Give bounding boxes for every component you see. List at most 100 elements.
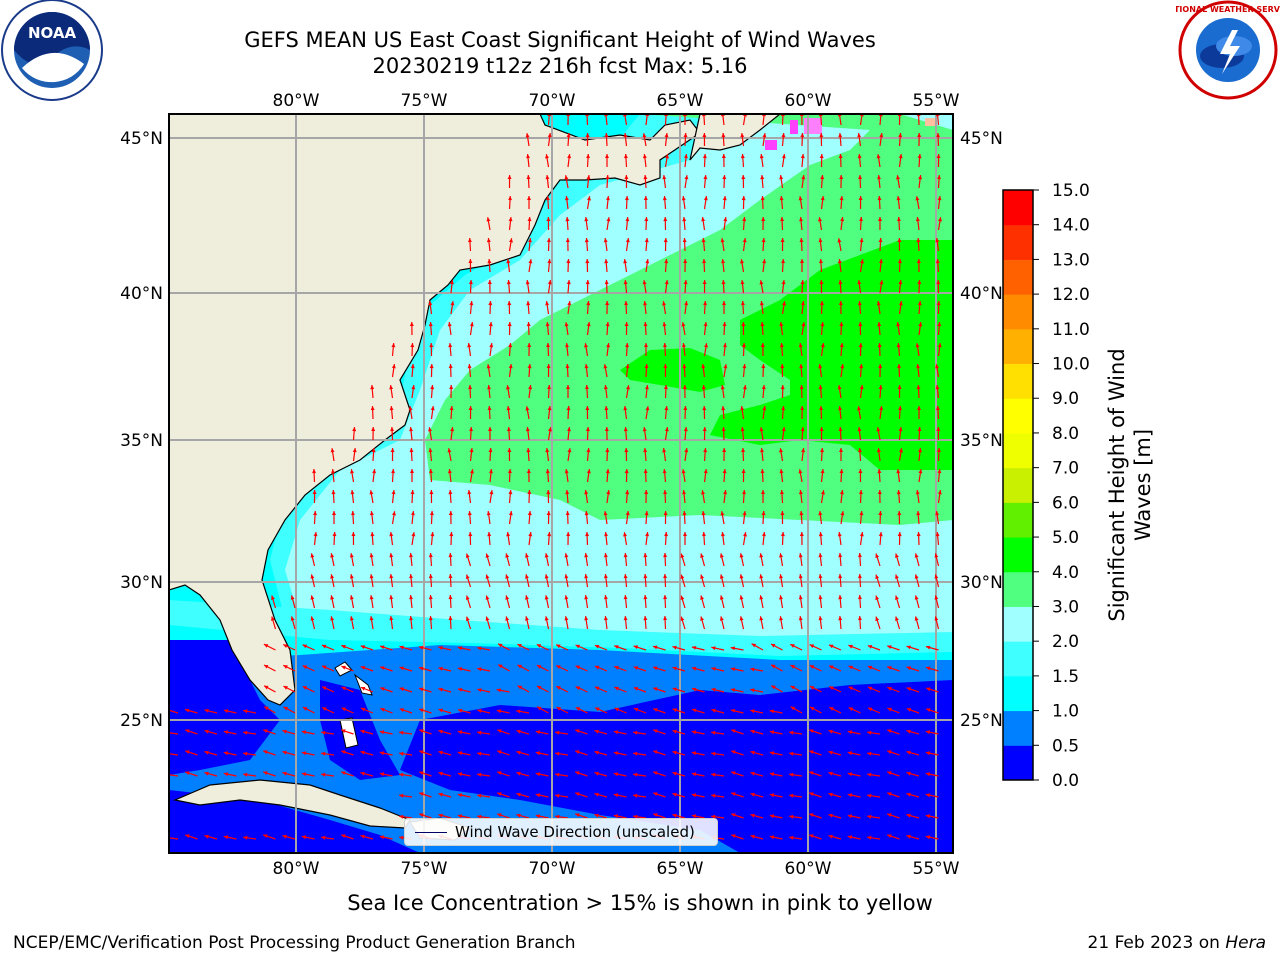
wave-arrow-head bbox=[409, 595, 413, 600]
wave-arrow-head bbox=[858, 553, 862, 558]
wave-arrow-head bbox=[876, 154, 881, 159]
wave-arrow-head bbox=[878, 238, 883, 243]
wave-arrow-head bbox=[847, 751, 853, 756]
wave-arrow-head bbox=[740, 133, 745, 138]
wave-arrow-head bbox=[555, 730, 560, 735]
wave-arrow-head bbox=[438, 646, 443, 650]
wave-arrow-head bbox=[789, 793, 794, 798]
wave-arrow-head bbox=[625, 364, 630, 369]
wave-arrow-head bbox=[349, 595, 354, 600]
wave-arrow-head bbox=[684, 175, 689, 180]
wave-arrow-head bbox=[282, 771, 287, 776]
wave-arrow-head bbox=[537, 686, 542, 690]
wave-arrow-head bbox=[477, 688, 482, 693]
wave-arrow-head bbox=[546, 364, 551, 368]
wave-arrow-head bbox=[536, 665, 542, 669]
wave-arrow-head bbox=[485, 595, 490, 600]
wave-arrow-head bbox=[877, 343, 882, 348]
wave-arrow-head bbox=[643, 469, 648, 474]
wave-arrow-head bbox=[829, 686, 834, 690]
wave-arrow-head bbox=[887, 750, 892, 754]
wave-arrow-head bbox=[896, 343, 901, 348]
colorbar-segment bbox=[1003, 328, 1033, 365]
wave-arrow-head bbox=[399, 708, 405, 712]
wave-arrow-head bbox=[332, 511, 336, 515]
colorbar-tick-label: 3.0 bbox=[1052, 597, 1079, 617]
wave-arrow-head bbox=[918, 175, 923, 180]
wave-arrow-head bbox=[682, 385, 687, 389]
wave-arrow-head bbox=[263, 729, 268, 733]
wave-arrow-head bbox=[419, 771, 424, 775]
wave-arrow-head bbox=[906, 771, 911, 776]
wave-arrow-head bbox=[684, 448, 689, 453]
colorbar-tick-label: 5.0 bbox=[1052, 528, 1079, 548]
wave-arrow-head bbox=[743, 532, 747, 537]
wave-arrow-head bbox=[759, 301, 764, 306]
wave-arrow-head bbox=[800, 280, 805, 285]
wave-arrow-head bbox=[409, 427, 413, 432]
wave-arrow-head bbox=[800, 154, 805, 159]
wave-arrow-head bbox=[653, 792, 658, 796]
wave-arrow-head bbox=[301, 730, 307, 735]
wave-arrow-head bbox=[859, 238, 864, 243]
wave-arrow-head bbox=[263, 834, 268, 838]
wave-arrow-head bbox=[645, 385, 649, 390]
wave-arrow-head bbox=[937, 196, 942, 201]
wave-arrow-head bbox=[497, 771, 502, 775]
wave-arrow-head bbox=[399, 835, 404, 840]
wave-arrow-head bbox=[614, 707, 619, 712]
wave-arrow-head bbox=[702, 406, 707, 411]
wave-arrow-head bbox=[898, 133, 903, 138]
wave-arrow-head bbox=[663, 574, 668, 579]
colorbar: 0.0 0.5 1.0 1.5 2.0 3.0 4.0 5.0 6.0 7.0 8.0 9.0 10.0… bbox=[1002, 181, 1090, 791]
wave-arrow-head bbox=[508, 217, 513, 222]
wave-arrow-head bbox=[389, 553, 394, 558]
colorbar-tick-label: 1.0 bbox=[1052, 702, 1079, 722]
wave-arrow-head bbox=[741, 196, 746, 201]
wave-arrow-head bbox=[643, 616, 648, 621]
wave-arrow-head bbox=[875, 616, 880, 622]
wave-arrow-head bbox=[290, 616, 295, 621]
wave-arrow-head bbox=[721, 427, 726, 432]
wave-arrow-head bbox=[370, 385, 375, 390]
wave-arrow-head bbox=[369, 553, 374, 558]
wave-arrow-head bbox=[624, 154, 628, 159]
wave-arrow-head bbox=[321, 751, 326, 756]
wave-arrow-head bbox=[585, 259, 590, 264]
wave-arrow-head bbox=[876, 448, 881, 453]
wave-arrow-head bbox=[838, 301, 843, 305]
wave-arrow-head bbox=[349, 553, 354, 558]
wave-arrow-head bbox=[662, 175, 667, 180]
lon-tick-top: 70°W bbox=[529, 91, 576, 111]
wave-arrow-head bbox=[604, 133, 609, 138]
colorbar-tick-label: 7.0 bbox=[1052, 459, 1079, 479]
wave-arrow-head bbox=[742, 490, 746, 495]
wave-arrow-head bbox=[838, 406, 842, 411]
wave-arrow-head bbox=[428, 574, 433, 579]
wave-arrow-head bbox=[759, 280, 764, 285]
lat-tick-left: 45°N bbox=[120, 129, 163, 149]
wave-arrow-head bbox=[537, 706, 542, 711]
wave-arrow-head bbox=[283, 644, 288, 648]
colorbar-tick-label: 11.0 bbox=[1052, 320, 1090, 340]
wave-arrow-head bbox=[341, 665, 346, 670]
wave-arrow-head bbox=[721, 133, 726, 138]
wave-arrow-head bbox=[739, 574, 744, 579]
wave-arrow-head bbox=[771, 685, 776, 690]
colorbar-segment bbox=[1003, 398, 1033, 434]
wave-arrow-head bbox=[410, 490, 415, 495]
wave-arrow-head bbox=[223, 835, 229, 840]
arrow-legend-line bbox=[415, 832, 447, 833]
wave-arrow-head bbox=[828, 813, 833, 818]
wave-arrow-head bbox=[878, 511, 883, 516]
wave-arrow-head bbox=[672, 708, 678, 713]
wave-arrow-head bbox=[702, 154, 707, 159]
lon-tick-top: 65°W bbox=[657, 91, 704, 111]
wave-arrow-head bbox=[508, 343, 513, 348]
lon-tick-top: 80°W bbox=[273, 91, 320, 111]
wave-arrow-head bbox=[760, 322, 765, 327]
wave-arrow-head bbox=[410, 364, 415, 369]
wave-arrow-head bbox=[779, 448, 783, 453]
wave-arrow-head bbox=[486, 364, 491, 369]
wave-arrow-head bbox=[672, 813, 677, 818]
